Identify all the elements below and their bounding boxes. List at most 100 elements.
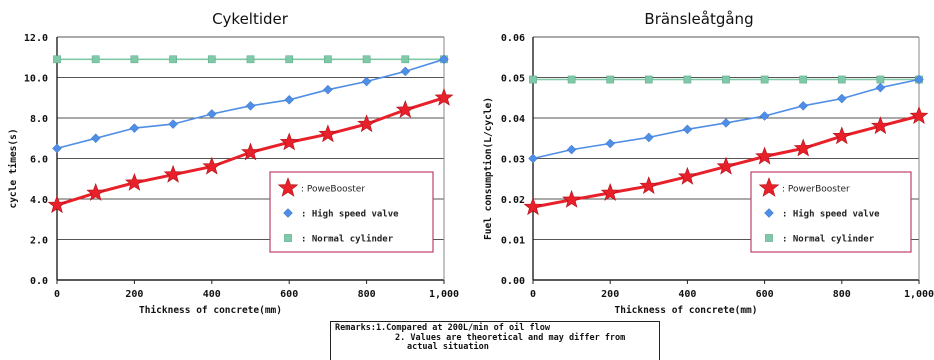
data-point-powerbooster [86,183,106,201]
data-point-high-speed-valve [361,76,372,87]
data-point-powerbooster [677,166,697,185]
data-point-powerbooster [523,197,543,216]
legend-label-powerbooster: : PoweBooster [301,185,365,195]
data-point-high-speed-valve [129,123,140,133]
y-tick-label: 4.0 [30,195,48,206]
legend: : PoweBooster : High speed valve : Normal … [269,171,434,253]
data-point-powerbooster [562,189,582,208]
y-tick-label: 8.0 [30,114,48,125]
x-axis-label: Thickness of concrete(mm) [615,305,758,316]
series-powerbooster [523,106,929,216]
legend-label-normal-cylinder: : Normal cylinder [301,234,394,245]
data-point-powerbooster [600,183,620,201]
x-tick-label: 400 [203,289,221,300]
legend-label-high-speed-valve: : High speed valve [782,209,880,220]
data-point-powerbooster [241,142,260,161]
data-point-powerbooster [202,156,222,175]
x-tick-label: 200 [125,289,143,300]
data-point-high-speed-valve [206,109,217,119]
fuel-consumption-chart: Bränsleåtgång 0.00 0.01 0.02 0.03 0.04 0.05 0.0… [483,10,934,316]
legend-marker-powerbooster [277,177,299,197]
data-point-normal-cylinder [285,55,294,64]
remarks-box: Remarks:1.Compared at 200L/min of oil fl… [330,321,660,360]
legend-marker-normal-cylinder [765,234,773,242]
data-point-powerbooster [755,146,775,165]
y-tick-label: 12.0 [24,33,48,44]
remarks-line-1: Remarks:1.Compared at 200L/min of oil fl… [335,323,550,333]
data-point-normal-cylinder [169,55,177,64]
y-tick-label: 0.0 [30,276,48,287]
data-point-powerbooster [357,114,377,133]
legend-marker-normal-cylinder [284,234,292,242]
data-point-normal-cylinder [606,75,615,84]
data-point-normal-cylinder [799,75,808,84]
x-tick-label: 0 [54,289,60,300]
data-point-high-speed-valve [168,119,178,129]
data-point-normal-cylinder [53,55,61,64]
y-axis-label: Fuel consumption(L/cycle) [483,97,494,240]
data-point-normal-cylinder [130,55,139,64]
data-point-normal-cylinder [529,75,537,84]
y-tick-label: 0.03 [501,155,525,166]
data-point-high-speed-valve [721,118,731,128]
data-point-normal-cylinder [837,75,846,84]
legend-label-high-speed-valve: : High speed valve [301,209,399,220]
data-point-high-speed-valve [914,74,924,85]
cycle-times-chart: Cykeltider 0.0 2.0 4.0 6.0 8.0 10.0 12.0 0 200 400… [8,10,459,316]
data-point-powerbooster [163,164,183,183]
data-point-high-speed-valve [605,138,616,149]
data-point-powerbooster [434,87,454,106]
legend-marker-high-speed-valve [764,208,774,218]
data-point-high-speed-valve [284,94,295,105]
x-tick-label: 400 [678,289,696,300]
legend-label-normal-cylinder: : Normal cylinder [782,234,875,245]
data-point-normal-cylinder [567,75,576,84]
data-point-high-speed-valve [323,84,333,95]
y-tick-label: 6.0 [30,155,48,166]
data-point-normal-cylinder [246,55,255,64]
legend: : PowerBooster : High speed valve : Normal… [750,171,912,253]
data-point-high-speed-valve [759,111,770,121]
x-tick-label: 800 [833,289,851,300]
x-tick-label: 600 [756,289,774,300]
chart-title: Bränsleåtgång [644,10,753,28]
legend-marker-high-speed-valve [283,208,293,218]
legend-marker-powerbooster [758,177,780,197]
data-point-high-speed-valve [682,124,693,135]
data-point-high-speed-valve [566,144,577,155]
data-point-powerbooster [909,106,929,124]
y-tick-label: 0.06 [501,33,525,44]
x-tick-label: 800 [358,289,376,300]
data-point-powerbooster [832,126,852,145]
data-point-powerbooster [395,100,415,118]
data-point-high-speed-valve [245,100,256,111]
y-tick-label: 0.00 [501,276,525,287]
remarks-line-2: 2. Values are theoretical and may differ… [395,332,626,343]
legend-label-powerbooster: : PowerBooster [782,185,850,195]
data-point-powerbooster [318,124,338,143]
data-point-normal-cylinder [683,75,692,84]
data-point-normal-cylinder [207,55,216,64]
data-point-high-speed-valve [90,133,101,144]
data-point-high-speed-valve [836,93,847,104]
x-tick-label: 1,000 [429,289,459,300]
x-tick-label: 1,000 [904,289,934,300]
x-tick-label: 600 [280,289,298,300]
series-powerbooster [47,87,454,214]
y-tick-label: 0.05 [501,74,525,85]
data-point-powerbooster [870,116,890,135]
series-normal-cylinder [53,55,448,64]
x-tick-label: 0 [530,289,536,300]
data-point-powerbooster [716,156,736,175]
series-high-speed-valve [528,74,924,164]
data-point-normal-cylinder [362,55,371,64]
data-point-powerbooster [47,195,67,214]
data-point-powerbooster [793,138,813,157]
data-point-high-speed-valve [528,153,538,164]
y-tick-label: 0.01 [501,236,525,247]
data-point-normal-cylinder [401,55,410,64]
remarks-line-3: actual situation [407,342,489,352]
series-high-speed-valve [52,54,449,154]
data-point-high-speed-valve [439,54,449,65]
x-tick-label: 200 [601,289,619,300]
